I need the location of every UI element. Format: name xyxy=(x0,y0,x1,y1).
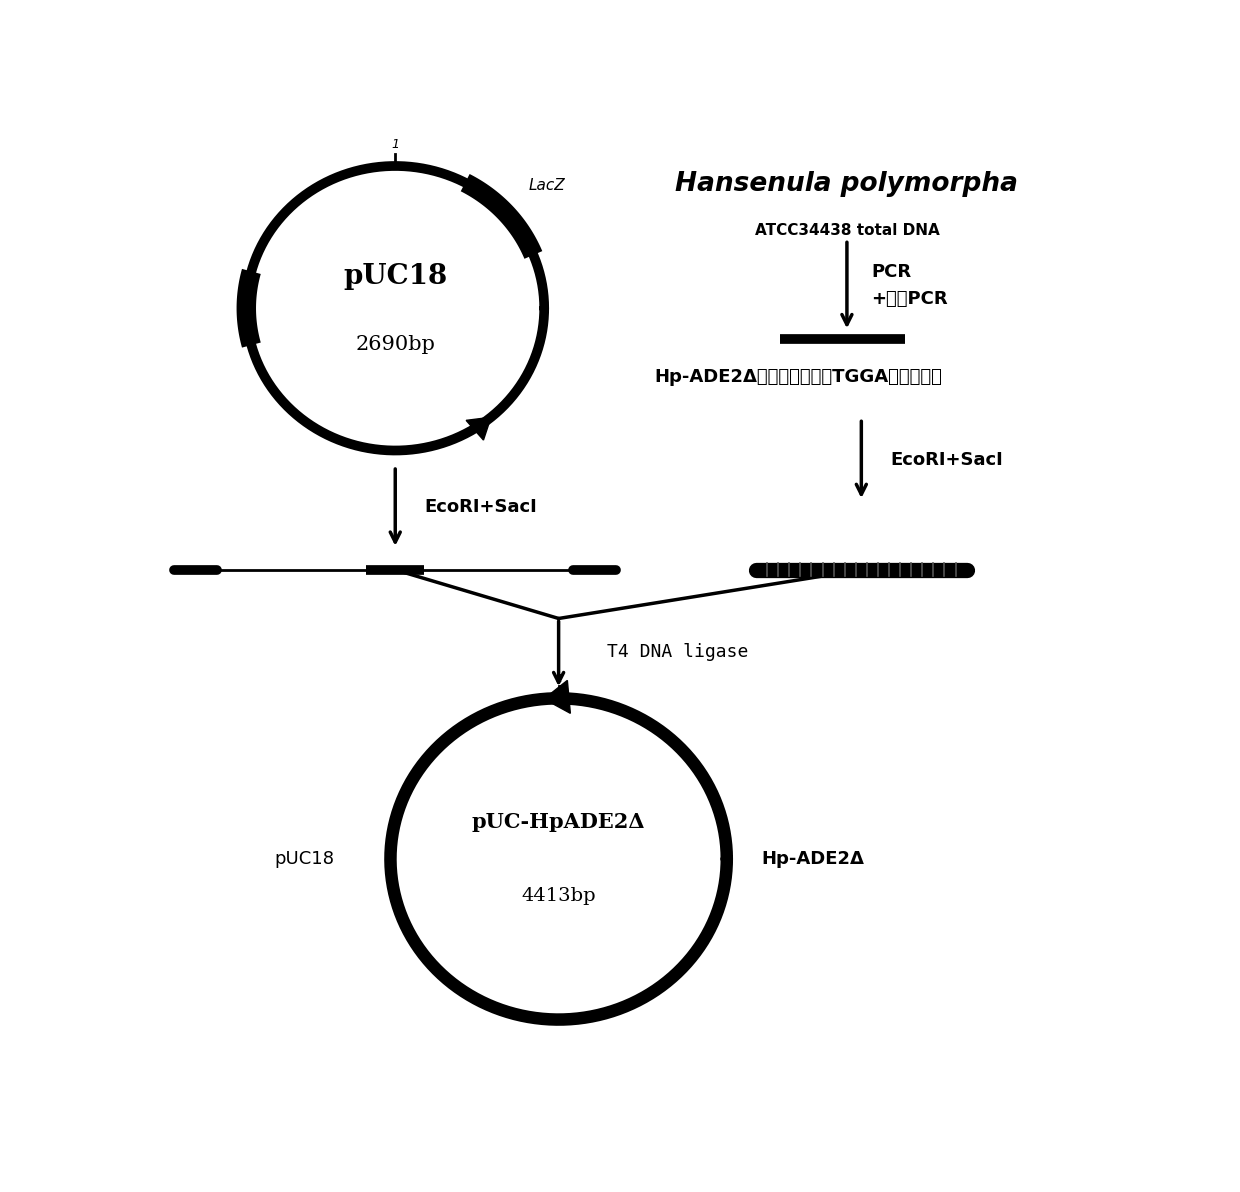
Text: EcoRI+SacI: EcoRI+SacI xyxy=(890,451,1003,468)
Text: 2690bp: 2690bp xyxy=(356,335,435,354)
Text: Hp-ADE2Δ（结构基因插入TGGA四个碱基）: Hp-ADE2Δ（结构基因插入TGGA四个碱基） xyxy=(655,368,942,386)
Text: 1: 1 xyxy=(392,138,399,151)
Text: 1: 1 xyxy=(556,673,562,684)
Text: pUC-HpADE2Δ: pUC-HpADE2Δ xyxy=(471,812,646,832)
Text: pUC18: pUC18 xyxy=(343,262,448,290)
Text: PCR: PCR xyxy=(870,262,911,280)
Polygon shape xyxy=(544,681,570,713)
Text: Hp-ADE2Δ: Hp-ADE2Δ xyxy=(761,850,864,868)
Text: +突变PCR: +突变PCR xyxy=(870,290,947,308)
Text: EcoRI+SacI: EcoRI+SacI xyxy=(424,498,537,516)
Text: Hansenula polymorpha: Hansenula polymorpha xyxy=(676,172,1018,198)
Text: ATCC34438 total DNA: ATCC34438 total DNA xyxy=(755,223,939,237)
Text: pUC18: pUC18 xyxy=(274,850,334,868)
Text: 4413bp: 4413bp xyxy=(521,887,596,905)
Polygon shape xyxy=(466,417,491,440)
Text: T4 DNA ligase: T4 DNA ligase xyxy=(606,644,748,662)
Text: LacZ: LacZ xyxy=(528,178,565,193)
